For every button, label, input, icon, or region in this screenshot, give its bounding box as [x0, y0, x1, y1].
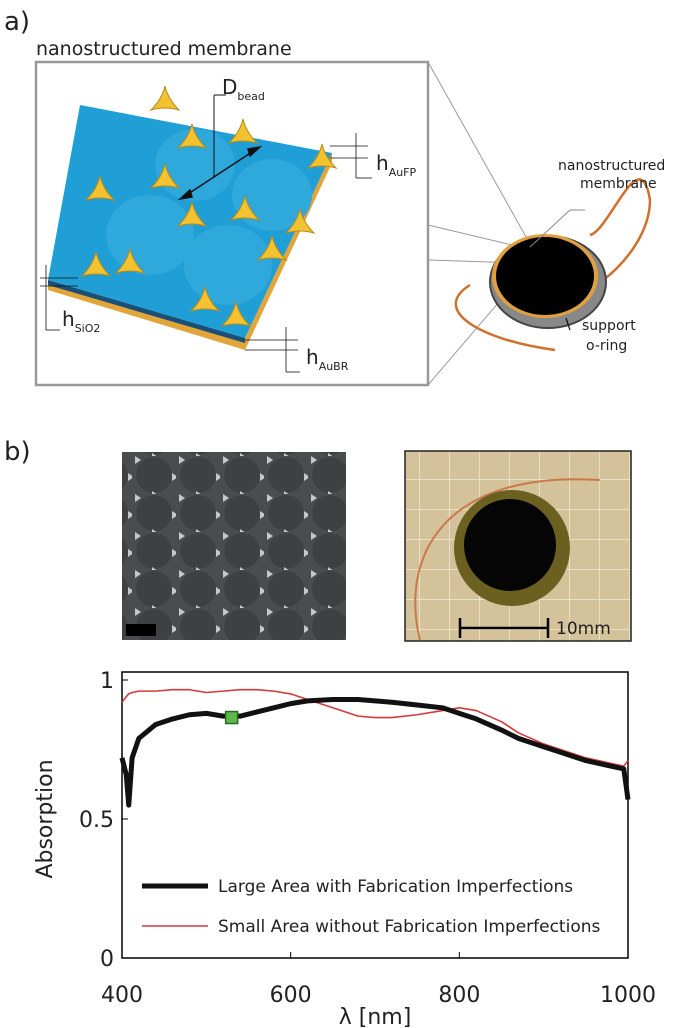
y-axis-label: Absorption	[33, 759, 58, 878]
annotation-arrows	[40, 94, 372, 373]
panel-label: b)	[4, 437, 31, 467]
subscript: AuBR	[319, 360, 349, 373]
subscript: bead	[237, 90, 264, 103]
y-tick-label: 0	[100, 947, 114, 972]
legend-label: Large Area with Fabrication Imperfection…	[218, 877, 573, 897]
series-line	[119, 696, 631, 808]
panel-title: nanostructured membrane	[36, 38, 292, 60]
x-axis-label: λ [nm]	[339, 1005, 412, 1028]
highlight-marker	[224, 710, 239, 725]
symbol: h	[62, 307, 75, 331]
oring-label: support o-ring	[582, 318, 636, 354]
panel-label: a)	[4, 7, 30, 37]
x-tick-label: 600	[270, 983, 312, 1008]
label-line: o-ring	[586, 338, 627, 354]
membrane-photo	[404, 450, 632, 642]
series-line	[121, 688, 629, 767]
label-line: membrane	[580, 176, 657, 192]
symbol: h	[306, 345, 319, 369]
subscript: SiO2	[75, 322, 101, 335]
membrane-label: nanostructured membrane	[558, 158, 665, 192]
h-aubr-label: hAuBR	[306, 345, 349, 373]
membrane-slab	[48, 85, 337, 350]
x-tick-label: 400	[101, 983, 143, 1008]
plot-frame	[121, 671, 629, 959]
symbol: h	[376, 151, 389, 175]
h-aufp-label: hAuFP	[376, 151, 417, 179]
membrane-disc	[454, 178, 652, 352]
y-tick-label: 1	[100, 669, 114, 694]
label-line: support	[582, 318, 636, 334]
subscript: AuFP	[389, 166, 417, 179]
absorption-chart: 400 600 800 1000 0 0.5 1 λ [nm] Absorption Large …	[33, 669, 656, 1028]
x-tick-label: 1000	[600, 983, 656, 1008]
d-bead-label: Dbead	[222, 75, 265, 103]
h-sio2-label: hSiO2	[62, 307, 100, 335]
label-line: nanostructured	[558, 158, 665, 174]
zoom-lines	[427, 61, 531, 386]
zoom-box	[34, 60, 430, 387]
y-tick-label: 0.5	[79, 808, 114, 833]
sem-image	[122, 452, 346, 640]
sem-scale-bar	[126, 624, 156, 636]
scale-label: 10mm	[556, 619, 611, 639]
symbol: D	[222, 75, 237, 99]
legend-label: Small Area without Fabrication Imperfect…	[218, 917, 600, 937]
x-tick-label: 800	[438, 983, 480, 1008]
